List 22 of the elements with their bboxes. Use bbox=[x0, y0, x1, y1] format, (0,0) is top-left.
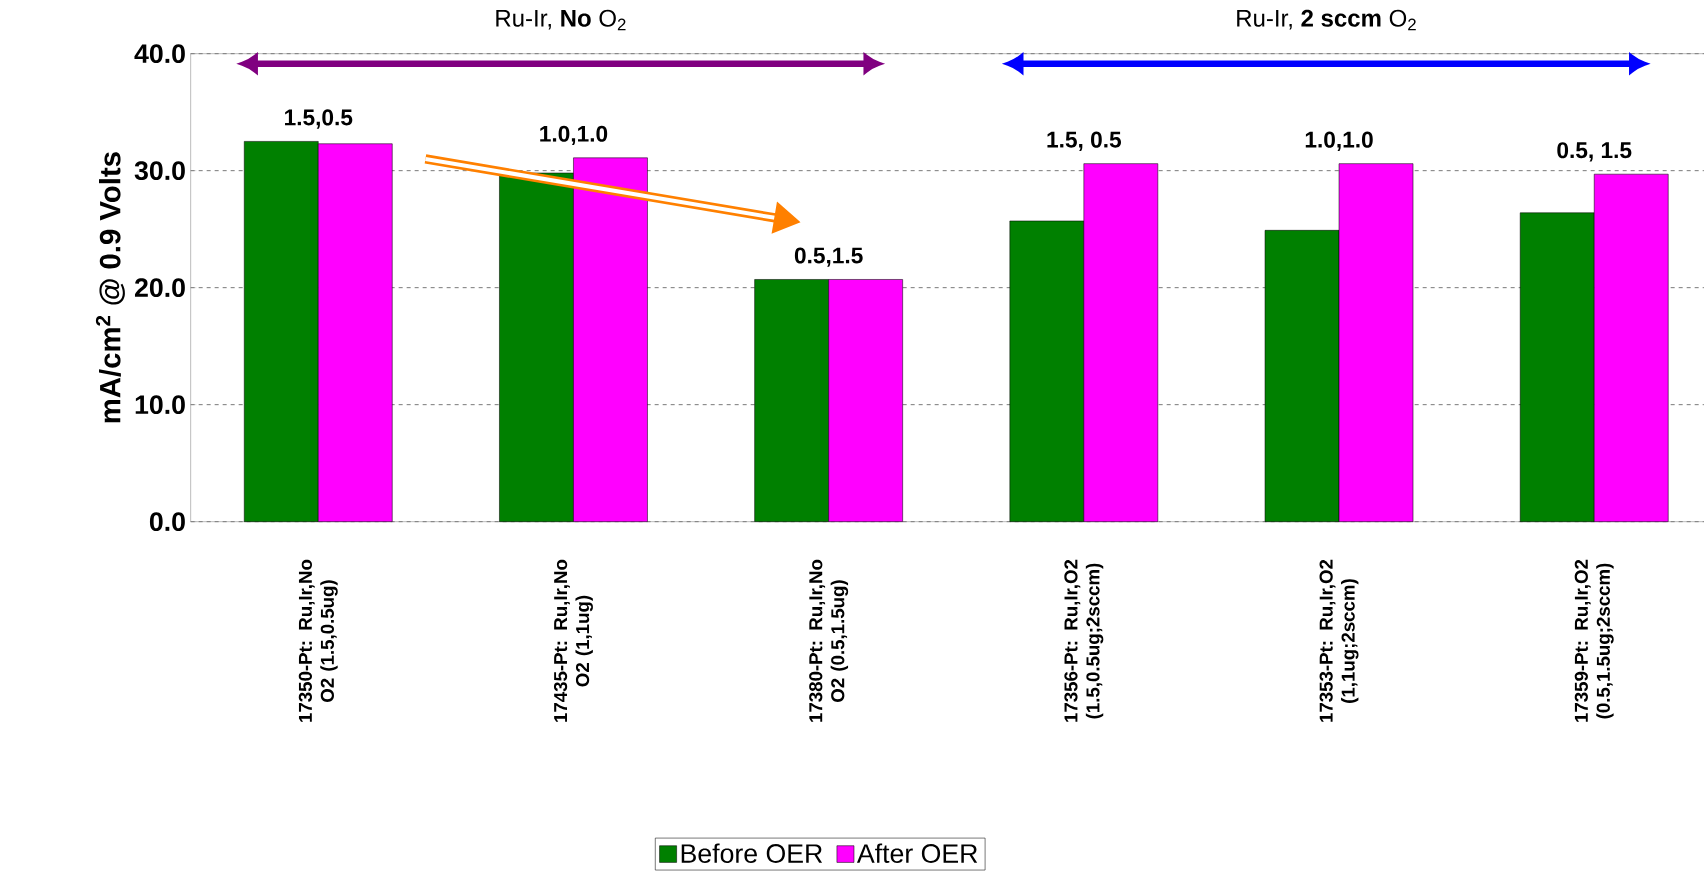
x-tick-label: 17356-Pt: Ru,Ir,O2 (1.5,0.5ug;2sccm) bbox=[1064, 559, 1104, 722]
text: Ru-Ir, No O$_{2}$ bbox=[496, 9, 626, 31]
annotation: 0.5, 1.5 bbox=[1557, 142, 1632, 162]
x-tick-label: 17435-Pt: Ru,Ir,No O2 (1,1ug) bbox=[553, 559, 593, 722]
annotation: 1.5,0.5 bbox=[285, 109, 353, 129]
annotation: 1.5, 0.5 bbox=[1047, 131, 1121, 151]
legend-label: Before OER bbox=[681, 843, 823, 863]
y-tick-label: 10.0 bbox=[135, 395, 185, 415]
y-tick-label: 0.0 bbox=[149, 512, 185, 532]
y-tick-label: 40.0 bbox=[134, 44, 185, 64]
y-tick-label: 20.0 bbox=[134, 278, 185, 298]
x-tick-label: 17359-Pt: Ru,Ir,O2 (0.5,1.5ug;2sccm) bbox=[1574, 559, 1614, 722]
annotation: 0.5,1.5 bbox=[794, 247, 863, 267]
text: Ru-Ir, 2 sccm O$_{2}$ bbox=[1237, 9, 1416, 31]
annotation: 1.0,1.0 bbox=[540, 125, 608, 146]
x-tick-label: 17380-Pt: Ru,Ir,No O2 (0.5,1.5ug) bbox=[809, 559, 849, 722]
x-tick-label: 17350-Pt: Ru,Ir,No O2 (1.5,0.5ug) bbox=[298, 559, 338, 722]
legend-label: After OER bbox=[856, 843, 978, 863]
x-tick-label: 17353-Pt: Ru,Ir,O2 (1,1ug;2sccm) bbox=[1319, 559, 1359, 722]
y-tick-label: 30.0 bbox=[134, 161, 185, 181]
annotation: 1.0,1.0 bbox=[1305, 131, 1373, 151]
y-axis-title: mA/cm$^{2}$ @ 0.9 Volts bbox=[95, 152, 125, 423]
